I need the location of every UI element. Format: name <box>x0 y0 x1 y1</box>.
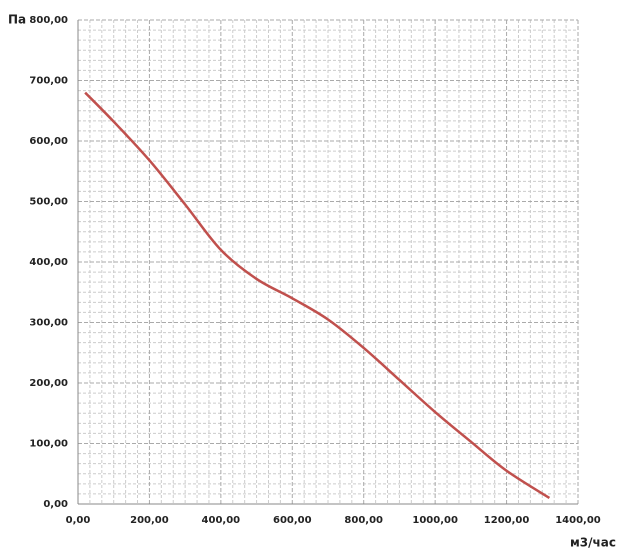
y-tick-label: 200,00 <box>29 378 68 389</box>
y-tick-label: 300,00 <box>29 318 68 329</box>
y-tick-label: 700,00 <box>29 76 68 87</box>
x-tick-label: 600,00 <box>273 515 312 526</box>
x-axis-title: м3/час <box>570 536 616 550</box>
y-axis-title: Па <box>8 13 26 27</box>
data-line <box>84 91 551 500</box>
x-tick-label: 1400,00 <box>555 515 601 526</box>
y-tick-label: 500,00 <box>29 197 68 208</box>
y-tick-label: 400,00 <box>29 257 68 268</box>
y-tick-label: 800,00 <box>29 15 68 26</box>
x-tick-label: 400,00 <box>202 515 241 526</box>
y-tick-label: 600,00 <box>29 136 68 147</box>
x-tick-label: 1200,00 <box>484 515 530 526</box>
y-tick-label: 100,00 <box>29 439 68 450</box>
y-tick-label: 0,00 <box>43 499 68 510</box>
x-tick-label: 800,00 <box>344 515 383 526</box>
x-tick-label: 1000,00 <box>412 515 458 526</box>
x-tick-label: 0,00 <box>66 515 91 526</box>
x-tick-label: 200,00 <box>130 515 169 526</box>
